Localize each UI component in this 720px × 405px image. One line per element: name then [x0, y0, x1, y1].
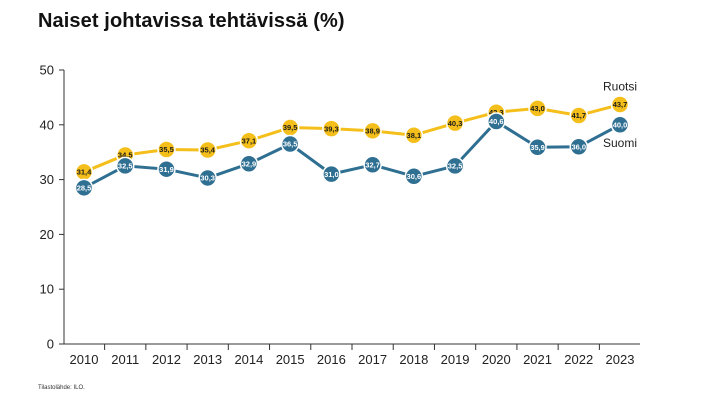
x-tick-label: 2014 [234, 352, 263, 367]
data-point [569, 137, 589, 156]
data-label: 37,1 [242, 136, 257, 145]
data-point [528, 138, 547, 157]
x-tick-label: 2015 [276, 352, 305, 367]
x-tick-label: 2020 [482, 352, 511, 367]
data-point [404, 125, 424, 145]
x-tick-label: 2010 [70, 352, 99, 367]
data-point [487, 112, 506, 131]
x-tick-label: 2023 [606, 352, 635, 367]
data-label: 36,5 [283, 140, 298, 149]
data-point [115, 156, 135, 176]
x-tick-label: 2022 [564, 352, 593, 367]
source-note: Tilastolähde: ILO. [38, 385, 85, 391]
data-point [280, 134, 300, 154]
y-tick-label: 50 [40, 63, 54, 78]
y-tick-label: 10 [40, 282, 54, 297]
chart-title: Naiset johtavissa tehtävissä (%) [38, 10, 345, 32]
data-label: 43,7 [613, 100, 628, 109]
x-tick-label: 2012 [152, 352, 181, 367]
data-point [610, 115, 630, 135]
data-label: 32,5 [448, 162, 463, 171]
data-point [445, 113, 465, 133]
y-tick-label: 40 [40, 117, 54, 132]
data-label: 40,0 [613, 121, 628, 130]
data-label: 35,5 [159, 145, 174, 154]
data-point [157, 159, 176, 179]
data-point [363, 121, 382, 141]
data-label: 39,5 [283, 123, 298, 132]
data-point [528, 99, 547, 118]
y-tick-label: 20 [40, 227, 54, 242]
data-point [157, 140, 176, 159]
data-label: 30,6 [407, 172, 422, 181]
series-label-suomi: Suomi [603, 136, 637, 150]
data-label: 38,1 [407, 131, 422, 140]
data-point [610, 95, 630, 114]
x-tick-label: 2018 [399, 352, 428, 367]
x-tick-label: 2016 [317, 352, 346, 367]
data-label: 40,3 [448, 119, 463, 128]
data-point [363, 155, 382, 175]
y-tick-label: 30 [40, 172, 54, 187]
x-tick-label: 2019 [441, 352, 470, 367]
y-tick-label: 0 [47, 337, 54, 352]
x-tick-label: 2011 [111, 352, 139, 367]
data-point [569, 106, 589, 125]
data-label: 31,4 [77, 168, 92, 177]
data-label: 34,5 [118, 151, 133, 160]
x-tick-label: 2013 [193, 352, 222, 367]
data-label: 32,5 [118, 162, 133, 171]
x-tick-label: 2017 [358, 352, 387, 367]
series-label-ruotsi: Ruotsi [603, 80, 637, 94]
data-label: 31,9 [159, 165, 174, 174]
data-label: 32,9 [242, 159, 257, 168]
data-label: 30,3 [200, 174, 215, 183]
data-label: 39,3 [324, 124, 339, 133]
data-point [404, 167, 424, 186]
data-point [322, 119, 341, 138]
data-label: 32,7 [365, 161, 380, 170]
data-point [322, 164, 341, 184]
data-label: 31,0 [324, 170, 339, 179]
axes: 0 10 20 30 40 50 2010 2011 2012 2013 2014 2015 2016 2… [40, 63, 640, 367]
data-point [239, 154, 259, 173]
data-point [198, 168, 217, 188]
data-point [445, 156, 465, 176]
data-label: 43,0 [530, 104, 545, 113]
series-layer: 31,4 34,5 35,5 35,4 37,1 39,5 39,3 38,9 38,1 40,3… [74, 80, 637, 198]
data-label: 36,0 [571, 142, 586, 151]
data-label: 35,9 [530, 143, 545, 152]
data-label: 28,5 [77, 184, 92, 193]
data-point [198, 140, 217, 160]
data-point [74, 178, 94, 198]
data-label: 41,7 [571, 111, 586, 120]
data-label: 40,6 [489, 117, 504, 126]
data-point [239, 131, 259, 150]
data-label: 38,9 [365, 127, 380, 136]
data-label: 35,4 [200, 146, 215, 155]
x-tick-label: 2021 [523, 352, 552, 367]
